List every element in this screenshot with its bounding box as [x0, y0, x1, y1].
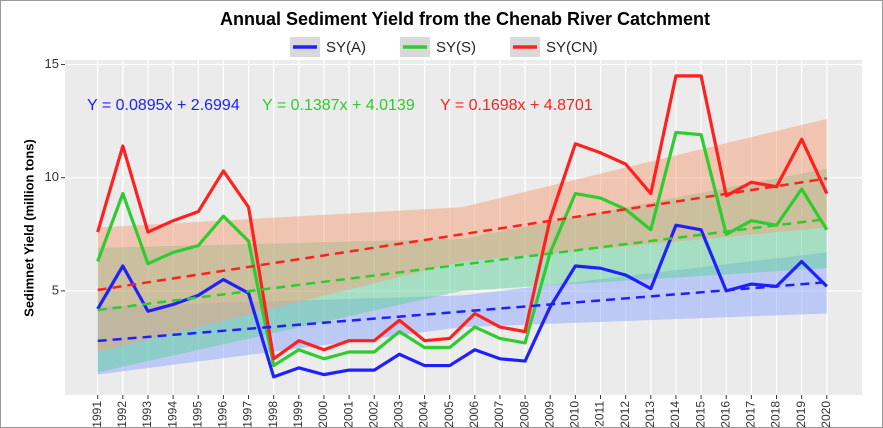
- x-tick-label: 2007: [492, 401, 506, 428]
- x-tick-label: 1996: [216, 401, 230, 428]
- x-tick-label: 2017: [744, 401, 758, 428]
- x-tick-label: 2013: [643, 401, 657, 428]
- x-tick-label: 2011: [593, 401, 607, 427]
- x-tick-label: 2003: [392, 401, 406, 428]
- x-tick-label: 1994: [165, 401, 179, 428]
- x-tick-label: 2012: [618, 401, 632, 428]
- x-tick-label: 2020: [819, 401, 833, 428]
- series-line: [96, 130, 829, 368]
- trend-line: [97, 217, 827, 312]
- x-tick-label: 2016: [718, 401, 732, 428]
- x-tick-label: 2015: [693, 401, 707, 428]
- x-tick-label: 1998: [266, 401, 280, 428]
- x-tick-label: 2019: [794, 401, 808, 428]
- y-axis-label: Sedimnet Yield (million tons): [21, 139, 36, 317]
- x-tick-label: 2001: [341, 401, 355, 428]
- x-tick-label: 1992: [115, 401, 129, 428]
- legend-label: SY(CN): [546, 39, 598, 56]
- series-line: [96, 74, 829, 361]
- series-line: [96, 223, 828, 379]
- x-tick-label: 1997: [241, 401, 255, 428]
- confidence-band: [97, 252, 827, 375]
- legend-label: SY(A): [326, 39, 366, 56]
- legend: SY(A) SY(S) SY(CN): [290, 37, 598, 57]
- x-tick-label: 1999: [291, 401, 305, 428]
- x-tick-label: 2008: [517, 401, 531, 428]
- x-tick-label: 2009: [542, 401, 556, 428]
- x-tick-label: 1993: [140, 401, 154, 428]
- x-tick-label: 1995: [190, 401, 204, 428]
- y-tick-label: 10: [45, 169, 59, 184]
- x-tick-label: 2014: [668, 401, 682, 428]
- x-tick-label: 2004: [417, 401, 431, 428]
- x-tick-label: 2010: [568, 401, 582, 428]
- x-tick-label: 1991: [90, 401, 104, 428]
- y-tick-label: 5: [52, 282, 59, 297]
- x-tick-label: 2018: [769, 401, 783, 428]
- trend-line: [97, 177, 827, 292]
- trend-equation: Y = 0.1698x + 4.8701: [440, 97, 593, 114]
- chart-title: Annual Sediment Yield from the Chenab Ri…: [220, 9, 710, 29]
- x-tick-label: 2006: [467, 401, 481, 428]
- trend-equation: Y = 0.0895x + 2.6994: [87, 97, 240, 114]
- y-tick-label: 15: [45, 56, 59, 71]
- x-tick-label: 2005: [442, 401, 456, 428]
- x-tick-label: 2000: [316, 401, 330, 428]
- legend-label: SY(S): [436, 39, 476, 56]
- trend-equation: Y = 0.1387x + 4.0139: [262, 97, 415, 114]
- trend-line: [97, 280, 827, 343]
- x-tick-label: 2002: [366, 401, 380, 428]
